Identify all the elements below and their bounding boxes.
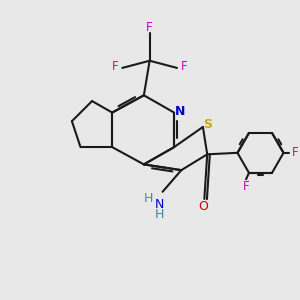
Text: F: F [146, 21, 153, 34]
Text: F: F [243, 180, 250, 193]
Text: N: N [175, 105, 186, 118]
Text: F: F [292, 146, 299, 159]
Text: H: H [155, 208, 164, 221]
Text: F: F [181, 60, 188, 73]
Text: N: N [155, 198, 164, 211]
Text: O: O [198, 200, 208, 213]
Text: H: H [143, 193, 153, 206]
Text: F: F [112, 60, 119, 73]
Text: S: S [204, 118, 213, 131]
